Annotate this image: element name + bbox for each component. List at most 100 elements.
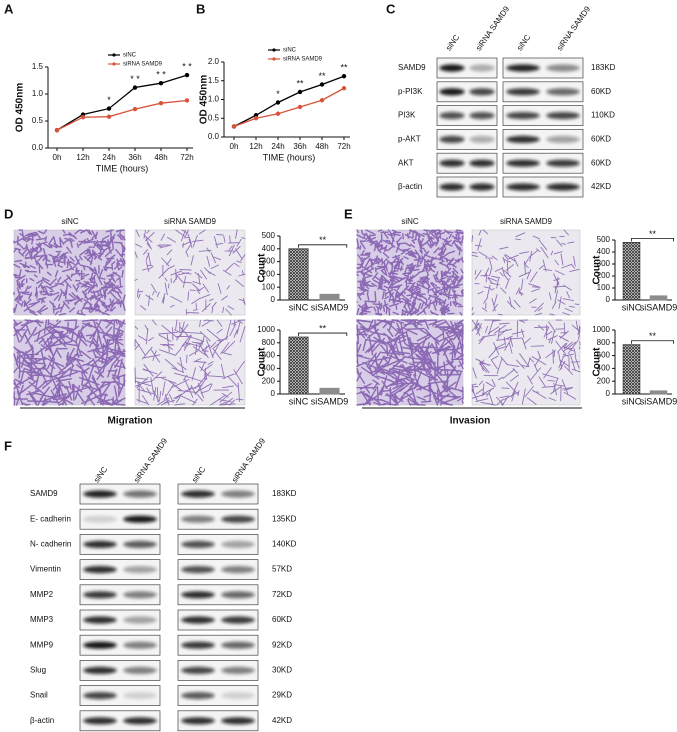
blot-band [123, 490, 157, 498]
data-point [106, 114, 112, 119]
y-tick-label: 800 [597, 338, 611, 347]
blot-band [221, 616, 255, 624]
x-tick-label: 24h [102, 153, 115, 162]
data-point [231, 124, 237, 129]
column-label: siRNA SAMD9 [500, 217, 553, 226]
y-tick-label: 500 [597, 235, 611, 244]
data-point [297, 104, 303, 110]
blot-band [221, 591, 255, 599]
y-tick-label: 0 [271, 389, 276, 398]
blot-band [221, 666, 255, 675]
blot-frame [177, 483, 259, 505]
row-label: MMP2 [30, 590, 54, 599]
x-tick-label: 36h [293, 142, 306, 151]
blot-band [83, 717, 117, 725]
data-point [132, 85, 138, 90]
x-tick-label: siNC [622, 302, 642, 312]
size-label: 57KD [272, 565, 292, 574]
data-point [319, 98, 325, 103]
bar [288, 248, 309, 301]
caption: Migration [108, 416, 153, 427]
y-tick-label: 400 [262, 364, 276, 373]
y-tick-label: 400 [597, 364, 611, 373]
lane-label: siRNA SAMD9 [555, 4, 593, 52]
blot-band [181, 591, 215, 599]
blot-band [181, 540, 215, 549]
blot-band [221, 490, 255, 498]
data-point [54, 127, 60, 133]
y-tick-label: 400 [262, 244, 276, 253]
data-point [106, 106, 112, 111]
x-tick-label: 12h [76, 153, 89, 162]
blot-band [506, 159, 540, 167]
blot-band [123, 566, 157, 574]
significance: * * [156, 70, 166, 80]
caption: Invasion [450, 416, 491, 427]
blot-band [221, 717, 255, 725]
cells [471, 319, 581, 406]
row-label: AKT [398, 158, 414, 167]
row-label: Vimentin [30, 565, 61, 574]
blot-band [439, 64, 465, 72]
bar [649, 295, 668, 301]
blot-band [221, 540, 255, 549]
row-label: β-actin [30, 716, 54, 725]
size-label: 60KD [591, 87, 611, 96]
blot-band [469, 64, 495, 72]
y-tick-label: 1000 [257, 325, 275, 334]
bar [622, 241, 641, 301]
x-tick-label: siNC [289, 302, 309, 312]
legend-label: siRNA SAMD9 [283, 57, 323, 63]
blot-band [506, 64, 540, 72]
significance-bracket [298, 332, 348, 337]
cells [13, 229, 126, 316]
row-label: Snail [30, 691, 48, 700]
size-label: 92KD [272, 640, 292, 649]
row-label: MMP9 [30, 640, 54, 649]
y-axis-label: OD 450nm [15, 83, 26, 133]
column-label: siNC [61, 217, 79, 226]
y-tick-label: 1.5 [208, 76, 220, 85]
micrograph [471, 229, 581, 316]
blot-band [123, 616, 157, 624]
lane-label: siNC [515, 33, 532, 53]
panel-label: A [4, 1, 14, 16]
bar [319, 387, 340, 395]
y-axis-label: Count [257, 253, 268, 283]
blot-band [83, 641, 117, 649]
x-tick-label: 24h [271, 142, 284, 151]
y-tick-label: 200 [262, 376, 276, 385]
blot-band [83, 692, 117, 700]
blot-frame [436, 81, 498, 103]
bar [319, 293, 340, 301]
legend-label: siRNA SAMD9 [123, 62, 163, 68]
blot-band [83, 591, 117, 599]
cells [134, 229, 246, 316]
x-tick-label: 72h [180, 153, 193, 162]
blot-band [123, 692, 157, 700]
lane-label: siRNA SAMD9 [230, 436, 268, 484]
blot-band [546, 64, 580, 72]
row-label: β-actin [398, 182, 422, 191]
blot-frame [79, 660, 161, 681]
blot-frame [79, 609, 161, 631]
blot-band [83, 515, 117, 523]
blot-band [506, 112, 540, 120]
y-tick-label: 400 [597, 247, 611, 256]
row-label: MMP3 [30, 615, 54, 624]
row-label: SAMD9 [398, 63, 426, 72]
size-label: 42KD [272, 716, 292, 725]
blot-frame [177, 508, 259, 530]
x-tick-label: 48h [154, 153, 167, 162]
significance: ** [340, 63, 348, 73]
y-tick-label: 1.0 [32, 89, 44, 98]
bar [622, 344, 641, 395]
blot-frame [177, 710, 259, 732]
size-label: 183KD [591, 63, 616, 72]
blot-frame [79, 710, 161, 732]
blot-frame [177, 685, 259, 706]
blot-band [123, 717, 157, 725]
column-label: siNC [401, 217, 419, 226]
significance: ** [296, 78, 304, 88]
y-tick-label: 500 [262, 231, 276, 240]
